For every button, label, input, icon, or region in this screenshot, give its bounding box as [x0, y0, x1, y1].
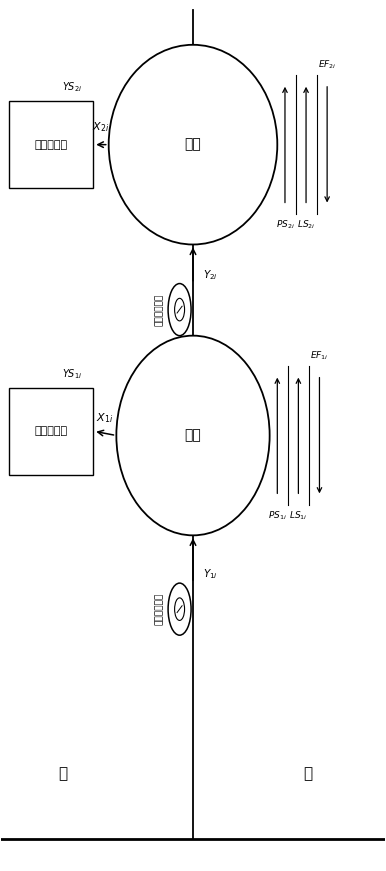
- Text: $EF_{2i}$: $EF_{2i}$: [318, 58, 337, 71]
- Ellipse shape: [116, 335, 270, 536]
- Circle shape: [168, 583, 191, 635]
- Text: $YS_{1i}$: $YS_{1i}$: [62, 367, 83, 381]
- Text: $Y_{1i}$: $Y_{1i}$: [203, 568, 218, 581]
- Circle shape: [174, 299, 185, 321]
- Text: 高库用水户: 高库用水户: [35, 139, 68, 150]
- Circle shape: [174, 598, 185, 620]
- Text: 湖: 湖: [303, 766, 313, 781]
- Text: $PS_{2i}$: $PS_{2i}$: [276, 219, 295, 231]
- Text: 河: 河: [58, 766, 67, 781]
- Text: 低库用水户: 低库用水户: [35, 426, 68, 436]
- Bar: [9, 388, 93, 475]
- Text: $YS_{2i}$: $YS_{2i}$: [62, 80, 83, 94]
- Text: 高库补水泵站: 高库补水泵站: [155, 294, 164, 326]
- Text: $PS_{1i}$: $PS_{1i}$: [268, 510, 287, 522]
- Text: 高库: 高库: [185, 138, 201, 152]
- Ellipse shape: [109, 44, 277, 245]
- Text: 低库: 低库: [185, 429, 201, 442]
- Bar: [9, 101, 93, 188]
- Text: $EF_{1i}$: $EF_{1i}$: [310, 349, 329, 361]
- Text: $Y_{2i}$: $Y_{2i}$: [203, 268, 218, 282]
- Text: $LS_{1i}$: $LS_{1i}$: [289, 510, 308, 522]
- Text: $LS_{2i}$: $LS_{2i}$: [297, 219, 315, 231]
- Text: 低库补水泵站: 低库补水泵站: [155, 593, 164, 625]
- Circle shape: [168, 284, 191, 335]
- Text: $X_{2i}$: $X_{2i}$: [92, 120, 110, 134]
- Text: $X_{1i}$: $X_{1i}$: [96, 411, 113, 425]
